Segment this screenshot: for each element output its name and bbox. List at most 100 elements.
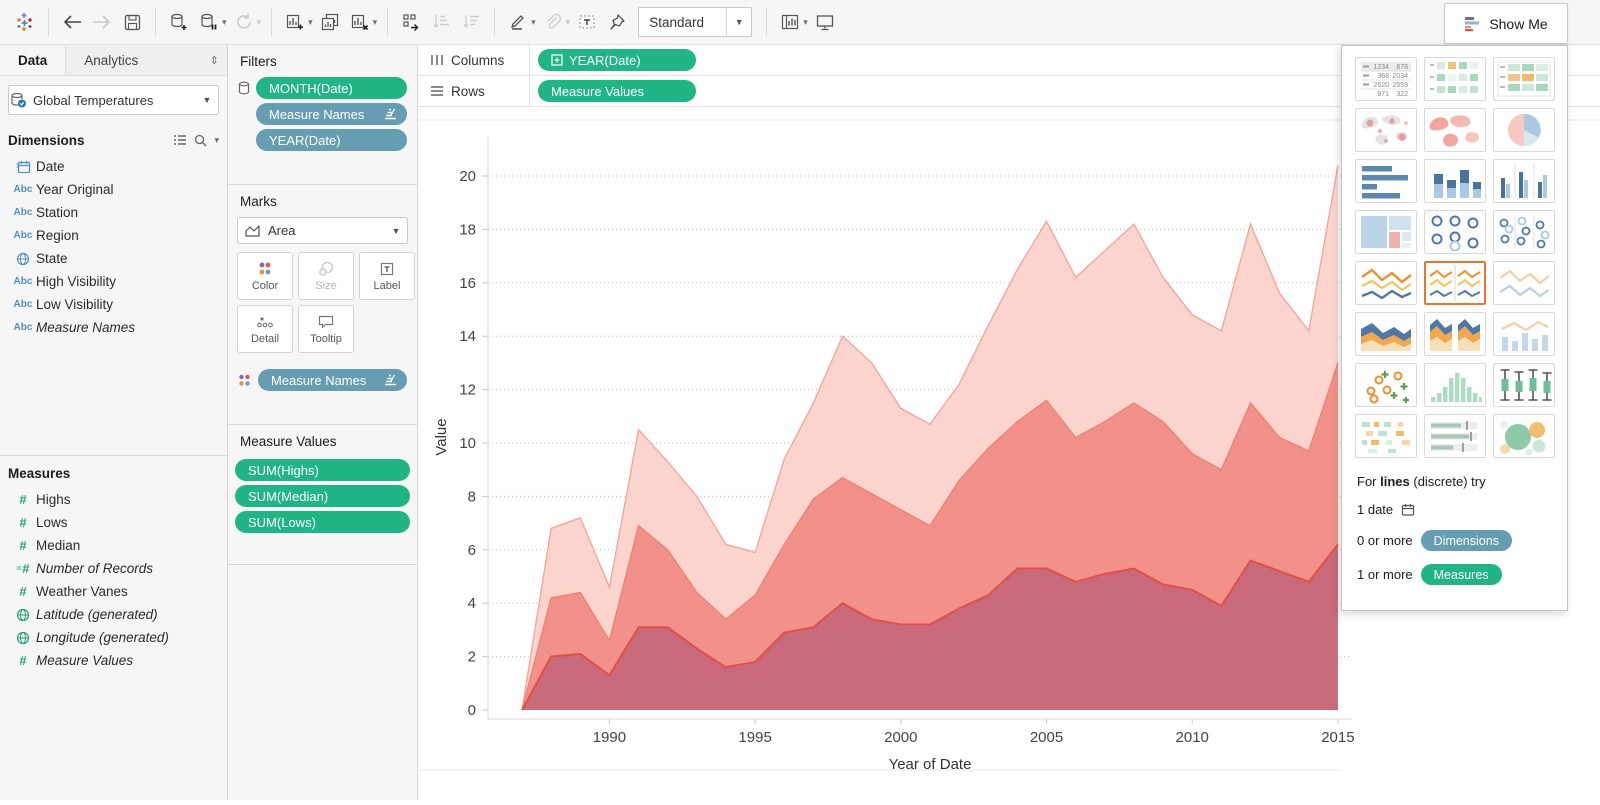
showme-treemap[interactable]	[1355, 210, 1417, 254]
showme-circle-views[interactable]	[1424, 210, 1486, 254]
showme-lines-discrete[interactable]	[1424, 261, 1486, 305]
new-data-source-icon[interactable]	[164, 7, 194, 37]
number-icon: #	[19, 538, 27, 553]
save-icon[interactable]	[117, 7, 147, 37]
field-region[interactable]: Abc Region	[0, 224, 227, 247]
showme-histogram[interactable]	[1424, 363, 1486, 407]
show-me-button[interactable]: Show Me	[1444, 3, 1568, 44]
fit-selector[interactable]: Standard ▼	[638, 7, 753, 37]
label-button[interactable]: Label	[359, 252, 415, 300]
size-button[interactable]: Size	[298, 252, 354, 300]
field-longitude-generated[interactable]: Longitude (generated)	[0, 626, 227, 649]
area-continuous-icon	[1361, 323, 1411, 351]
showme-text-table[interactable]: 1234 678 368 2034 2620 2559 971 322	[1355, 57, 1417, 101]
filter-pill-measure-names[interactable]: Measure Names	[256, 103, 407, 125]
pause-auto-updates-icon[interactable]	[194, 7, 224, 37]
highlight-icon[interactable]	[503, 7, 533, 37]
highlight-caret[interactable]: ▾	[531, 16, 536, 27]
field-lows[interactable]: # Lows	[0, 511, 227, 534]
pin-icon[interactable]	[602, 7, 632, 37]
presentation-mode-icon[interactable]	[810, 7, 840, 37]
heat-map-icon	[1497, 61, 1551, 97]
showme-dual-combination[interactable]	[1493, 312, 1555, 356]
fit-selector-caret[interactable]: ▼	[726, 8, 751, 36]
pause-auto-updates-caret[interactable]: ▾	[222, 16, 227, 27]
field-measure-names[interactable]: Abc Measure Names	[0, 316, 227, 339]
duplicate-sheet-icon[interactable]	[315, 7, 345, 37]
field-latitude-generated[interactable]: Latitude (generated)	[0, 603, 227, 626]
clear-sheet-caret[interactable]: ▾	[372, 16, 378, 27]
datasource-selector[interactable]: Global Temperatures ▼	[8, 85, 219, 115]
svg-text:1995: 1995	[738, 729, 771, 746]
showme-area-continuous[interactable]	[1355, 312, 1417, 356]
filter-pill-year-date[interactable]: YEAR(Date)	[256, 129, 407, 151]
field-year-original[interactable]: Abc Year Original	[0, 178, 227, 201]
svg-text:20: 20	[459, 168, 476, 185]
field-low-visibility[interactable]: Abc Low Visibility	[0, 293, 227, 316]
showme-dual-lines[interactable]	[1493, 261, 1555, 305]
field-weather-vanes[interactable]: # Weather Vanes	[0, 580, 227, 603]
showme-symbol-map[interactable]	[1355, 108, 1417, 152]
showme-bullet-graph[interactable]	[1424, 414, 1486, 458]
showme-horizontal-bars[interactable]	[1355, 159, 1417, 203]
view-data-grid-icon[interactable]	[173, 134, 187, 146]
find-field-icon[interactable]	[194, 134, 207, 147]
measure-values-pill-sum-median[interactable]: SUM(Median)	[235, 485, 410, 507]
field-state[interactable]: State	[0, 247, 227, 270]
detail-button[interactable]: Detail	[237, 305, 293, 353]
tooltip-button[interactable]: Tooltip	[298, 305, 354, 353]
show-hide-cards-icon[interactable]	[775, 7, 805, 37]
clear-sheet-icon[interactable]	[345, 7, 375, 37]
datasource-caret[interactable]: ▼	[202, 95, 212, 105]
area-chart-svg[interactable]: 0 2 4 6 8 10 12 14 16 18 20 1990 1995 2000 2005 2010 201…	[418, 107, 1600, 800]
marks-pill-measure-names[interactable]: Measure Names	[258, 369, 407, 391]
mark-type-caret[interactable]: ▼	[391, 225, 401, 236]
undo-icon[interactable]	[57, 7, 87, 37]
new-worksheet-caret[interactable]: ▾	[308, 16, 313, 27]
field-number-of-records[interactable]: = # Number of Records	[0, 557, 227, 580]
field-station[interactable]: Abc Station	[0, 201, 227, 224]
dimensions-menu-caret[interactable]: ▾	[214, 134, 219, 145]
svg-text:2559: 2559	[1392, 82, 1408, 89]
showme-stacked-bars[interactable]	[1424, 159, 1486, 203]
showme-filled-map[interactable]	[1424, 108, 1486, 152]
showme-packed-bubbles[interactable]	[1493, 414, 1555, 458]
showme-area-discrete[interactable]	[1424, 312, 1486, 356]
showme-side-by-side-bars[interactable]	[1493, 159, 1555, 203]
showme-scatter-plot[interactable]	[1355, 363, 1417, 407]
field-high-visibility[interactable]: Abc High Visibility	[0, 270, 227, 293]
field-highs[interactable]: # Highs	[0, 488, 227, 511]
showme-lines-continuous[interactable]	[1355, 261, 1417, 305]
filter-pill-month-date[interactable]: MONTH(Date)	[256, 77, 407, 99]
showme-box-and-whisker[interactable]	[1493, 363, 1555, 407]
showme-heat-map[interactable]	[1493, 57, 1555, 101]
measure-values-pill-sum-lows[interactable]: SUM(Lows)	[235, 511, 410, 533]
showme-gantt[interactable]	[1355, 414, 1417, 458]
area-chart[interactable]: 0 2 4 6 8 10 12 14 16 18 20 1990 1995 2000 2005 2010 201…	[418, 107, 1600, 800]
pane-split-icon[interactable]: ⇕	[209, 54, 219, 67]
show-hide-cards-caret[interactable]: ▾	[803, 16, 808, 27]
marks-title: Marks	[240, 194, 277, 209]
field-median[interactable]: # Median	[0, 534, 227, 557]
globe-green-icon	[10, 631, 36, 645]
field-date[interactable]: Date	[0, 155, 227, 178]
new-worksheet-icon[interactable]	[280, 7, 310, 37]
series-SUM(Lows)[interactable]	[522, 544, 1338, 710]
measure-values-pill-sum-highs[interactable]: SUM(Highs)	[235, 459, 410, 481]
showme-side-by-side-circles[interactable]	[1493, 210, 1555, 254]
text-label-icon[interactable]	[572, 7, 602, 37]
showme-highlight-table[interactable]	[1424, 57, 1486, 101]
tooltip-icon	[318, 315, 334, 328]
field-measure-values[interactable]: # Measure Values	[0, 649, 227, 672]
tab-data[interactable]: Data	[0, 45, 67, 75]
mark-type-dropdown[interactable]: Area ▼	[237, 217, 408, 244]
rows-pill-measure-values[interactable]: Measure Values	[538, 80, 696, 102]
swap-rows-and-columns-icon[interactable]	[396, 7, 426, 37]
columns-pill-year-date[interactable]: YEAR(Date)	[538, 49, 696, 71]
color-button[interactable]: Color	[237, 252, 293, 300]
svg-text:2034: 2034	[1392, 73, 1408, 80]
side-by-side-circles-icon	[1499, 215, 1550, 249]
showme-pie-chart[interactable]	[1493, 108, 1555, 152]
bullet-graph-icon	[1431, 421, 1477, 452]
tab-analytics[interactable]: Analytics	[84, 52, 139, 68]
